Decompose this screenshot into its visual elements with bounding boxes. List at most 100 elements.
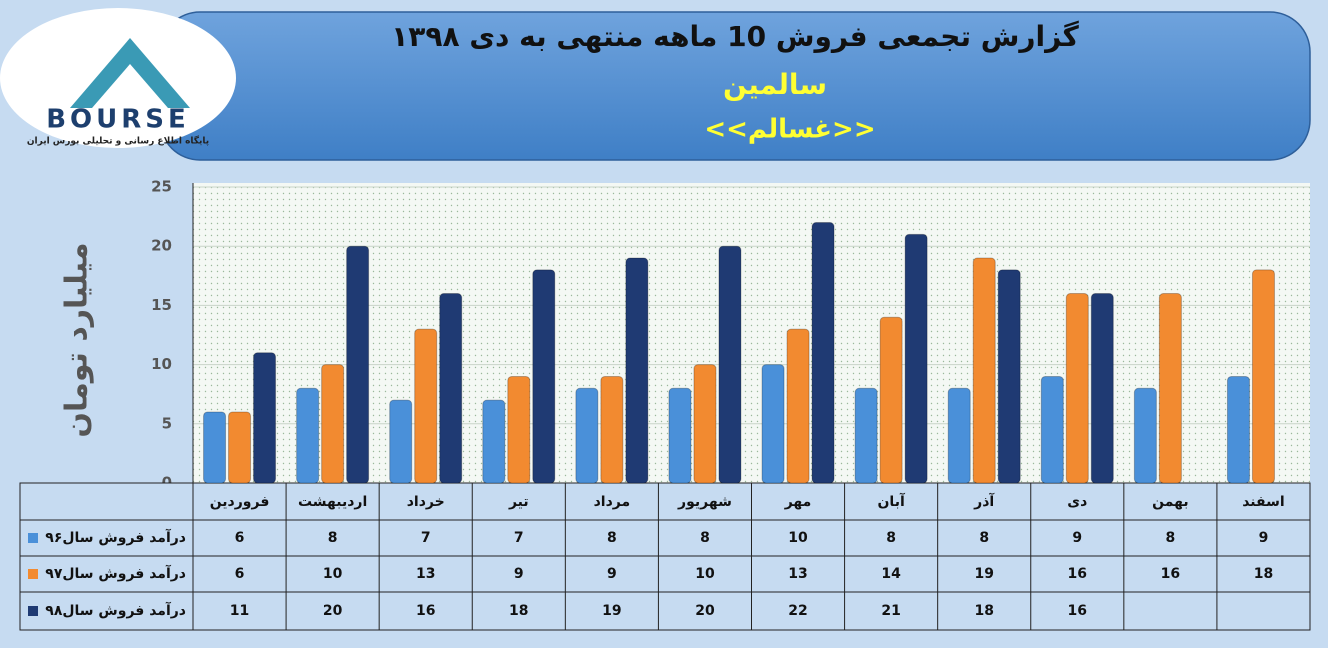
bar [203, 411, 227, 484]
bar [761, 364, 785, 484]
table-value: 16 [1161, 566, 1180, 582]
table-value: 18 [974, 603, 993, 619]
bar [811, 222, 835, 484]
x-tick-label: فروردین [210, 494, 270, 510]
table-value: 16 [416, 603, 435, 619]
bar [389, 399, 413, 484]
table-value: 10 [695, 566, 715, 582]
table-value: 16 [1068, 603, 1087, 619]
table-value: 20 [695, 603, 715, 619]
x-tick-label: دی [1067, 494, 1087, 510]
table-value: 8 [886, 530, 896, 546]
bar [296, 387, 320, 484]
x-tick-label: آبان [877, 492, 905, 510]
bar [1133, 387, 1157, 484]
table-value: 8 [700, 530, 710, 546]
bar [718, 245, 742, 484]
table-value: 9 [607, 566, 617, 582]
bar [625, 257, 649, 484]
legend-swatch [28, 569, 38, 579]
legend-swatch [28, 533, 38, 543]
bar [507, 375, 531, 484]
table-value: 8 [607, 530, 617, 546]
table-value: 6 [235, 530, 245, 546]
bar [972, 257, 996, 484]
logo-text: BOURSE [46, 105, 190, 135]
bar [1158, 293, 1182, 484]
chart-title: گزارش تجمعی فروش 10 ماهه منتهی به دی ۱۳۹… [391, 20, 1079, 53]
table-value: 10 [323, 566, 343, 582]
table-value: 10 [788, 530, 808, 546]
table-value: 21 [881, 603, 900, 619]
bar [1090, 293, 1114, 484]
table-value: 20 [323, 603, 343, 619]
y-tick-label: 20 [151, 237, 172, 255]
bar [346, 245, 370, 484]
bar [532, 269, 556, 484]
legend-label: درآمد فروش سال۹۶ [45, 528, 186, 546]
table-value: 18 [1254, 566, 1273, 582]
x-tick-label: تیر [508, 494, 529, 510]
table-value: 14 [881, 566, 901, 582]
bar [1226, 375, 1250, 484]
y-tick-label: 10 [151, 355, 172, 373]
x-tick-label: شهریور [677, 494, 732, 510]
table-value: 11 [230, 603, 249, 619]
x-tick-label: خرداد [407, 494, 445, 510]
x-tick-label: بهمن [1152, 494, 1188, 510]
y-axis-title: میلیارد تومان [60, 242, 95, 437]
table-value: 16 [1068, 566, 1087, 582]
bar [854, 387, 878, 484]
logo-shape [92, 64, 168, 108]
bar [786, 328, 810, 484]
bar [414, 328, 438, 484]
legend-swatch [28, 606, 38, 616]
bar [693, 364, 717, 484]
bar [600, 375, 624, 484]
bar [439, 293, 463, 484]
annotation: <<غسالم>> [704, 115, 875, 145]
bar [575, 387, 599, 484]
plot-area [193, 183, 1310, 483]
bar [1251, 269, 1275, 484]
x-tick-label: مهر [784, 494, 812, 510]
bar [904, 233, 928, 484]
y-tick-label: 15 [151, 296, 172, 314]
bar [321, 364, 345, 484]
logo-subtitle: پایگاه اطلاع رسانی و تحلیلی بورس ایران [27, 135, 209, 147]
legend-label: درآمد فروش سال۹۷ [45, 564, 186, 582]
y-tick-label: 25 [151, 178, 172, 196]
legend-label: درآمد فروش سال۹۸ [45, 601, 186, 619]
logo: BOURSE پایگاه اطلاع رسانی و تحلیلی بورس … [0, 8, 236, 148]
x-tick-label: آذر [973, 492, 995, 510]
bar [228, 411, 252, 484]
y-tick-label: 5 [162, 414, 172, 432]
bar [879, 316, 903, 484]
bar [1040, 375, 1064, 484]
x-tick-label: مرداد [594, 494, 631, 510]
table-value: 22 [788, 603, 807, 619]
table-value: 9 [514, 566, 524, 582]
table-value: 7 [421, 530, 431, 546]
bar [997, 269, 1021, 484]
table-value: 8 [328, 530, 338, 546]
bar [668, 387, 692, 484]
table-value: 19 [602, 603, 621, 619]
bar [947, 387, 971, 484]
x-tick-label: اسفند [1242, 494, 1284, 510]
bar [253, 352, 277, 484]
table-value: 8 [1166, 530, 1176, 546]
table-value: 13 [788, 566, 807, 582]
chart-subtitle: سالمین [723, 68, 827, 101]
table-value: 9 [1072, 530, 1082, 546]
table-value: 13 [416, 566, 435, 582]
table-value: 19 [974, 566, 993, 582]
bar [1065, 293, 1089, 484]
table-value: 7 [514, 530, 524, 546]
bar [482, 399, 506, 484]
table-value: 18 [509, 603, 528, 619]
table-value: 9 [1259, 530, 1269, 546]
x-tick-label: اردیبهشت [298, 494, 367, 510]
table-value: 8 [979, 530, 989, 546]
